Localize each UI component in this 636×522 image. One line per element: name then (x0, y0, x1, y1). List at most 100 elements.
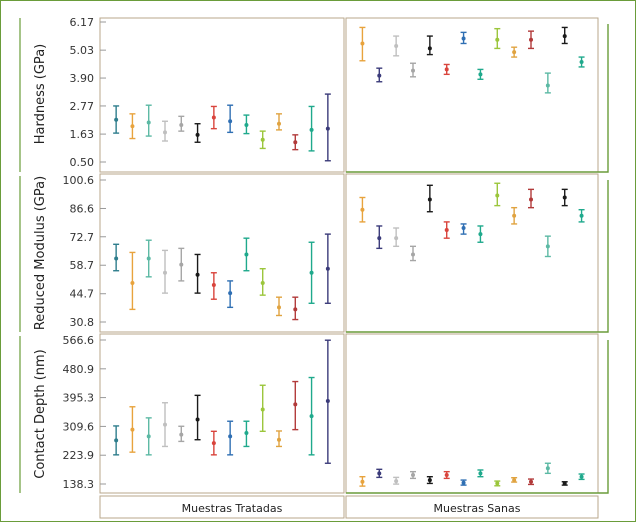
panel-2-group-1-point-6 (460, 479, 467, 486)
mean-point (146, 434, 151, 439)
mean-point (427, 197, 432, 202)
panel-0-group-1-point-8 (494, 27, 501, 50)
panel-0-frame-tratadas (99, 17, 345, 173)
category-box-sanas (345, 495, 599, 519)
mean-point (377, 471, 382, 476)
panel-2 (19, 333, 609, 494)
mean-point (260, 280, 265, 285)
mean-point (360, 41, 365, 46)
panel-1-group-1-point-11 (544, 235, 551, 258)
mean-point (244, 430, 249, 435)
panel-0-group-1-point-7 (477, 68, 484, 80)
mean-point (114, 117, 119, 122)
category-box-tratadas (99, 495, 345, 519)
mean-point (444, 228, 449, 233)
mean-point (545, 244, 550, 249)
panel-2-group-1-point-5 (443, 470, 450, 480)
panel-1-group-1-point-5 (443, 221, 450, 239)
category-label-sanas: Muestras Sanas (434, 502, 521, 515)
panel-1-group-0-point-1 (129, 251, 136, 311)
panels-layer (19, 17, 609, 494)
panel-2-group-1-point-10 (528, 478, 534, 486)
panel-2-group-1-point-11 (544, 462, 551, 475)
panel-1-group-1-point-3 (410, 245, 416, 262)
panel-0-group-0-point-9 (259, 130, 266, 150)
panel-2-group-0-point-12 (308, 376, 315, 456)
mean-point (211, 115, 216, 120)
panel-2-group-1-point-0 (359, 476, 366, 487)
panel-0-group-1-point-13 (578, 56, 585, 68)
panel-0-group-0-point-7 (227, 104, 234, 134)
panel-2-group-1-point-12 (561, 481, 568, 486)
mean-point (394, 236, 399, 241)
panel-2-group-1-point-9 (511, 477, 518, 483)
panel-1 (19, 173, 609, 333)
mean-point (228, 434, 233, 439)
panel-2-group-1-point-3 (410, 470, 416, 480)
panel-0-group-0-point-11 (292, 134, 299, 151)
panel-2-group-0-point-7 (227, 420, 234, 456)
mean-point (562, 481, 567, 486)
panel-1-group-1-point-10 (528, 188, 534, 209)
mean-point (195, 417, 200, 422)
panel-1-group-0-point-3 (162, 249, 168, 294)
mean-point (195, 272, 200, 277)
mean-point (411, 68, 415, 73)
mean-point (562, 195, 567, 200)
panel-1-group-0-point-12 (308, 241, 315, 304)
mean-point (579, 60, 584, 64)
panel-1-group-1-point-0 (359, 196, 366, 223)
panel-0-tick-label: 2.77 (70, 100, 95, 113)
mean-point (427, 478, 432, 483)
panel-0-group-0-point-5 (194, 123, 201, 143)
panel-2-group-0-point-13 (324, 339, 331, 464)
panel-1-frame-tratadas (99, 173, 345, 333)
mean-point (293, 140, 298, 145)
panel-2-group-0-point-8 (243, 420, 250, 448)
panel-0-group-1-point-6 (460, 31, 467, 45)
mean-point (444, 473, 449, 478)
panel-2-group-1-point-13 (578, 473, 585, 481)
mean-point (377, 73, 382, 78)
panel-0-group-1-point-5 (443, 63, 450, 76)
mean-point (163, 130, 167, 135)
mean-point (461, 226, 466, 231)
mean-point (360, 207, 365, 212)
mean-point (114, 256, 119, 261)
panel-1-group-0-point-9 (259, 267, 266, 296)
mean-point (146, 120, 151, 125)
mean-point (309, 270, 314, 275)
labels-layer: 0.50 1.63 2.77 3.90 5.03 6.17 Hardness (GPa) 30… (33, 16, 94, 491)
panel-0-group-0-point-8 (243, 114, 250, 135)
panel-1-group-1-point-2 (393, 227, 400, 248)
panel-0-group-1-point-1 (376, 67, 383, 83)
panel-1-tick-label: 100.6 (63, 174, 95, 187)
mean-point (130, 280, 135, 285)
panel-1-tick-label: 30.8 (70, 316, 95, 329)
mean-point (277, 437, 281, 442)
panel-1-group-0-point-11 (292, 296, 299, 321)
panel-2-tick-label: 309.6 (63, 420, 95, 433)
panel-2-tick-label: 395.3 (63, 392, 95, 405)
panel-1-group-1-point-8 (494, 182, 501, 207)
panel-1-group-0-point-4 (178, 247, 185, 282)
panel-1-tick-label: 86.6 (70, 202, 95, 215)
mean-point (411, 473, 415, 478)
panel-0 (19, 17, 609, 173)
mean-point (195, 132, 200, 137)
mean-point (512, 50, 517, 55)
panel-1-group-1-point-4 (426, 184, 433, 213)
panel-1-accent (346, 180, 609, 333)
panel-2-accent (346, 340, 609, 494)
panel-0-tick-label: 1.63 (70, 128, 95, 141)
mean-point (495, 193, 500, 198)
mean-point (579, 474, 584, 479)
mean-point (293, 402, 298, 407)
mean-point (228, 119, 233, 124)
mean-point (309, 127, 314, 132)
panel-1-group-0-point-0 (113, 243, 120, 272)
panel-1-group-0-point-2 (145, 239, 152, 278)
mean-point (377, 236, 382, 241)
